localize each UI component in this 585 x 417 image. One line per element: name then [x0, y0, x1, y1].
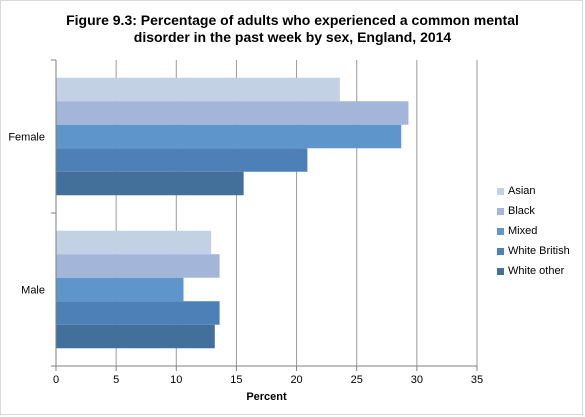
legend-swatch [497, 267, 504, 275]
x-axis-title: Percent [246, 391, 287, 403]
category-label-female: Female [8, 132, 45, 144]
bar-female-black [56, 101, 409, 125]
bar-female-mixed [56, 124, 402, 149]
bar-female-white-british [56, 148, 308, 172]
legend-item-black: Black [497, 201, 570, 221]
legend-swatch [497, 187, 504, 195]
legend-label: Mixed [508, 225, 538, 237]
bar-male-white-british [56, 301, 220, 325]
legend-swatch [497, 247, 504, 255]
legend-label: White other [508, 265, 565, 277]
bar-male-white-other [56, 324, 215, 349]
x-tick-label: 15 [230, 374, 242, 386]
x-tick-label: 20 [290, 374, 302, 386]
bar-male-mixed [56, 277, 184, 302]
legend-item-white-british: White British [497, 241, 570, 261]
legend-label: White British [508, 245, 570, 257]
x-tick-label: 35 [471, 374, 483, 386]
chart-title: Figure 9.3: Percentage of adults who exp… [0, 12, 585, 46]
legend-label: Asian [508, 185, 536, 197]
legend-swatch [497, 227, 504, 235]
legend-swatch [497, 207, 504, 215]
bar-male-asian [56, 230, 212, 255]
category-label-male: Male [21, 285, 45, 297]
bar-male-black [56, 254, 220, 278]
x-tick-label: 25 [351, 374, 363, 386]
x-tick-label: 10 [170, 374, 182, 386]
x-tick-label: 30 [411, 374, 423, 386]
chart-title-line-2: disorder in the past week by sex, Englan… [133, 29, 452, 45]
legend-label: Black [508, 205, 535, 217]
legend-item-mixed: Mixed [497, 221, 570, 241]
x-tick-label: 0 [53, 374, 59, 386]
x-tick-label: 5 [113, 374, 119, 386]
chart-legend: Asian Black Mixed White British White other [497, 181, 570, 281]
legend-item-asian: Asian [497, 181, 570, 201]
bar-female-white-other [56, 171, 244, 196]
legend-item-white-other: White other [497, 261, 570, 281]
chart-title-line-1: Figure 9.3: Percentage of adults who exp… [66, 12, 519, 28]
bar-female-asian [56, 77, 340, 102]
